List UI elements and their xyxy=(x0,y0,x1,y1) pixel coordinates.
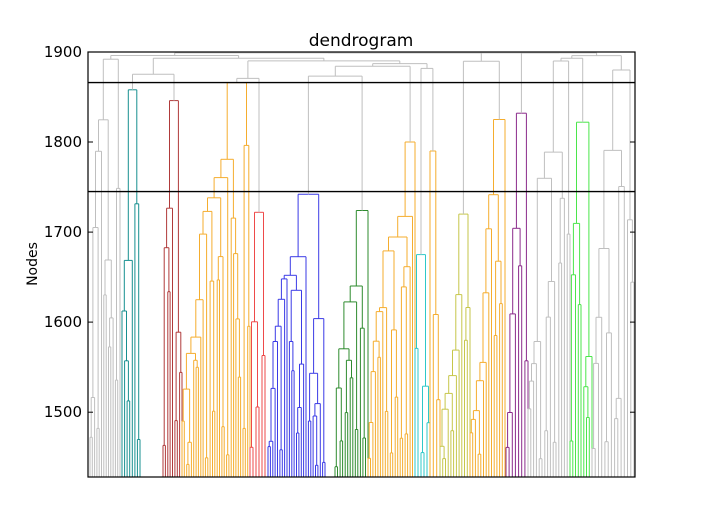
y-tick-label-1900: 1900 xyxy=(44,43,82,61)
chart-title: dendrogram xyxy=(309,31,414,51)
threshold-lines xyxy=(88,81,635,193)
plot-layer xyxy=(89,52,635,477)
y-axis-ticks: 1500 1600 1700 1800 1900 xyxy=(44,43,635,421)
y-tick-label-1800: 1800 xyxy=(44,133,82,151)
plot-frame xyxy=(87,51,636,478)
y-tick-label-1700: 1700 xyxy=(44,223,82,241)
y-tick-label-1500: 1500 xyxy=(44,403,82,421)
y-axis-label: Nodes xyxy=(25,242,41,286)
y-tick-label-1600: 1600 xyxy=(44,313,82,331)
